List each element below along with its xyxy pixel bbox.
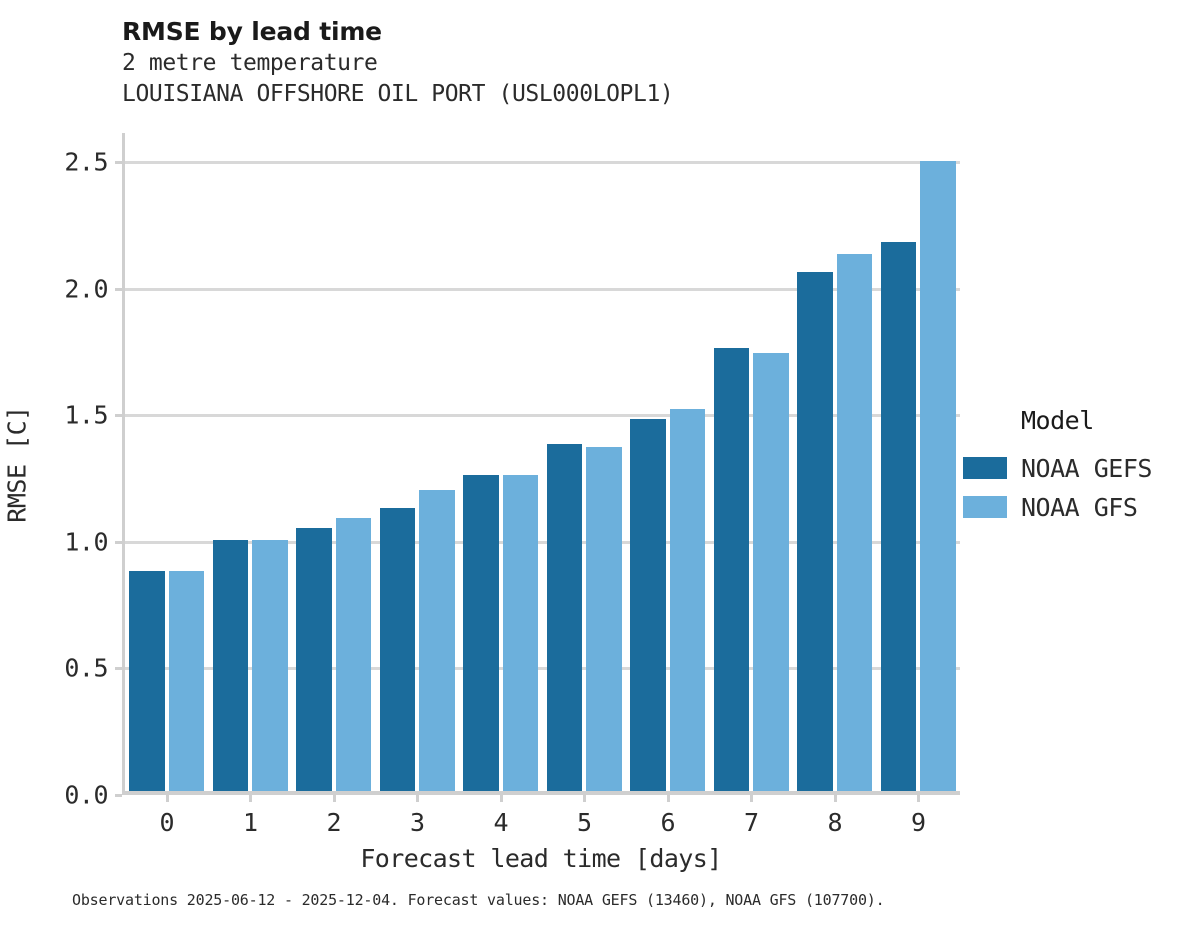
x-tick-label: 6 — [660, 808, 676, 837]
legend-item-label: NOAA GEFS — [1021, 453, 1152, 483]
x-tick-label: 2 — [326, 808, 342, 837]
x-tick-mark — [917, 795, 921, 802]
bar-noaa-gefs-day-7[interactable] — [713, 348, 750, 791]
x-tick-mark — [249, 795, 253, 802]
bar-noaa-gefs-day-9[interactable] — [880, 241, 917, 791]
bar-noaa-gefs-day-1[interactable] — [212, 540, 249, 791]
bar-group — [546, 133, 622, 791]
y-axis-title: RMSE [C] — [0, 133, 34, 795]
legend-item-noaa-gfs[interactable]: NOAA GFS — [963, 492, 1183, 522]
bar-noaa-gfs-day-2[interactable] — [335, 517, 372, 791]
gridline — [125, 667, 960, 671]
x-tick-label: 9 — [910, 808, 926, 837]
bar-group — [630, 133, 706, 791]
bar-group — [379, 133, 455, 791]
x-axis-line — [122, 791, 960, 795]
y-tick-mark — [115, 667, 122, 671]
bar-noaa-gefs-day-3[interactable] — [379, 507, 416, 791]
x-tick-label: 8 — [827, 808, 843, 837]
bar-group — [212, 133, 288, 791]
bar-group — [129, 133, 205, 791]
legend-item-label: NOAA GFS — [1021, 492, 1138, 522]
x-tick-label: 0 — [159, 808, 175, 837]
bar-noaa-gfs-day-3[interactable] — [419, 489, 455, 791]
legend-swatch-icon — [963, 457, 1007, 479]
bar-noaa-gefs-day-0[interactable] — [129, 570, 165, 791]
x-tick-mark — [833, 795, 837, 802]
y-tick-label: 2.5 — [64, 147, 108, 177]
y-tick-label: 2.0 — [64, 274, 108, 304]
y-tick-label: 1.0 — [64, 527, 108, 557]
bar-noaa-gfs-day-7[interactable] — [753, 353, 789, 791]
gridline — [125, 540, 960, 544]
bar-group — [880, 133, 956, 791]
chart-station-name: LOUISIANA OFFSHORE OIL PORT (USL000LOPL1… — [122, 81, 674, 107]
x-axis-title: Forecast lead time [days] — [360, 844, 722, 873]
legend-swatch-icon — [963, 496, 1007, 518]
y-tick-label: 0.0 — [64, 780, 108, 810]
bar-noaa-gfs-day-6[interactable] — [669, 408, 706, 791]
y-tick-mark — [115, 540, 122, 544]
chart-footnote: Observations 2025-06-12 - 2025-12-04. Fo… — [72, 891, 885, 909]
y-tick-mark — [115, 161, 122, 165]
y-axis-line — [122, 133, 125, 795]
x-tick-mark — [750, 795, 754, 802]
y-tick-mark — [115, 414, 122, 418]
x-tick-mark — [416, 795, 420, 802]
page-title: RMSE by lead time — [122, 17, 382, 46]
bar-group — [296, 133, 372, 791]
bar-noaa-gefs-day-8[interactable] — [797, 272, 833, 791]
y-tick-mark — [115, 287, 122, 291]
x-tick-label: 7 — [743, 808, 759, 837]
bar-group — [713, 133, 789, 791]
bar-noaa-gfs-day-9[interactable] — [920, 160, 956, 791]
chart-subtitle: 2 metre temperature — [122, 50, 378, 76]
bar-noaa-gefs-day-6[interactable] — [630, 418, 666, 791]
gridline — [125, 287, 960, 291]
bar-noaa-gfs-day-0[interactable] — [168, 570, 205, 791]
bar-noaa-gfs-day-8[interactable] — [836, 254, 873, 791]
bar-noaa-gfs-day-5[interactable] — [586, 446, 622, 791]
bar-noaa-gfs-day-1[interactable] — [252, 540, 288, 791]
bars-layer — [125, 133, 960, 791]
bar-group — [797, 133, 873, 791]
bar-noaa-gefs-day-2[interactable] — [296, 527, 332, 791]
x-tick-label: 3 — [409, 808, 425, 837]
gridline — [125, 414, 960, 418]
y-tick-mark — [115, 794, 122, 797]
y-tick-label: 0.5 — [64, 653, 108, 683]
x-tick-mark — [666, 795, 670, 802]
legend-title: Model — [1021, 406, 1094, 435]
plot-area: 0.0 0.5 1.0 1.5 2.0 2.5 0 1 2 3 4 5 6 7 8 9 — [64, 133, 960, 835]
x-tick-label: 5 — [576, 808, 592, 837]
legend-item-noaa-gefs[interactable]: NOAA GEFS — [963, 453, 1183, 483]
x-tick-mark — [499, 795, 503, 802]
y-tick-label: 1.5 — [64, 400, 108, 430]
y-axis-title-text: RMSE [C] — [2, 405, 32, 523]
legend-items: NOAA GEFS NOAA GFS — [963, 453, 1183, 522]
x-tick-label: 4 — [493, 808, 509, 837]
gridline — [125, 161, 960, 165]
bar-group — [463, 133, 539, 791]
legend: Model NOAA GEFS NOAA GFS — [963, 408, 1183, 531]
chart-header: RMSE by lead time 2 metre temperature LO… — [122, 16, 1022, 110]
x-tick-mark — [165, 795, 169, 802]
bar-noaa-gefs-day-4[interactable] — [463, 474, 499, 791]
x-tick-mark — [332, 795, 336, 802]
x-tick-label: 1 — [242, 808, 258, 837]
x-tick-mark — [583, 795, 587, 802]
bar-noaa-gfs-day-4[interactable] — [502, 474, 539, 791]
bar-noaa-gefs-day-5[interactable] — [546, 444, 583, 791]
